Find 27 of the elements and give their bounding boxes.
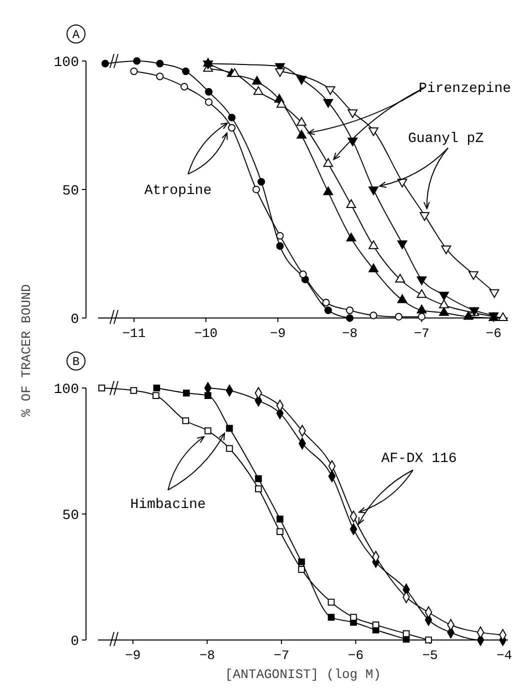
x-tick-label: −8 [199,648,215,663]
x-tick-label: −7 [414,326,430,341]
x-tick-label: −10 [194,326,218,341]
y-tick-label: 100 [54,55,79,71]
x-tick-label: −4 [496,648,512,663]
y-tick-label: 50 [62,184,79,200]
x-tick-label: −9 [270,326,286,341]
y-tick-label: 100 [54,382,79,398]
chart-title: A [72,28,80,42]
x-tick-label: −8 [342,326,358,341]
annotation: Pirenzepine [418,81,511,97]
y-tick-label: 50 [62,508,79,524]
chart-title: B [72,355,80,369]
x-tick-label: −9 [125,648,141,663]
annotation: Guanyl pZ [408,131,484,147]
y-tick-label: 0 [70,312,79,328]
annotation: Atropine [144,183,212,199]
y-tick-label: 0 [70,634,79,650]
x-tick-label: −5 [422,648,438,663]
annotation: AF-DX 116 [381,451,457,467]
annotation: Himbacine [130,497,206,513]
x-tick-label: −6 [348,648,364,663]
y-axis-title: % OF TRACER BOUND [19,284,34,417]
x-tick-label: −6 [486,326,502,341]
x-tick-label: −7 [274,648,290,663]
x-tick-label: −11 [122,326,146,341]
x-axis-title: [ANTAGONIST] (log M) [224,667,382,682]
